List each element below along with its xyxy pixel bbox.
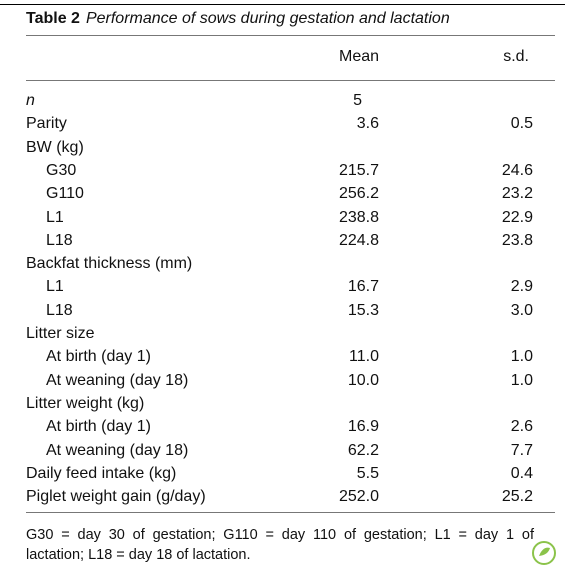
- sd-cell: 7.7: [510, 441, 533, 459]
- row-label: G110: [46, 185, 84, 203]
- sd-cell: 0.5: [510, 115, 533, 133]
- sd-cell: 22.9: [501, 208, 533, 226]
- rule: [26, 80, 555, 81]
- mean-cell: 11.0: [349, 348, 379, 366]
- rule: [26, 512, 555, 513]
- sd-cell: 2.6: [510, 418, 533, 436]
- row-label: Backfat thickness (mm): [26, 255, 193, 273]
- sd-cell: 24.6: [501, 161, 533, 179]
- mean-cell: 256.2: [338, 185, 379, 203]
- row-label: At birth (day 1): [46, 418, 151, 436]
- sd-cell: 0.4: [510, 464, 533, 482]
- row-label: BW (kg): [26, 138, 84, 156]
- row-label: Litter size: [26, 325, 95, 342]
- mean-cell: 238.8: [338, 208, 379, 226]
- row-label: L18: [46, 301, 73, 319]
- row-label: At weaning (day 18): [46, 441, 189, 459]
- mean-cell: 5.5: [356, 464, 379, 482]
- top-rule: [0, 4, 565, 5]
- sd-cell: 1.0: [510, 348, 533, 366]
- row-label: At weaning (day 18): [46, 371, 189, 389]
- table-caption: Performance of sows during gestation and…: [85, 10, 450, 27]
- row-label: G30: [46, 161, 77, 179]
- sd-cell: 1.0: [510, 371, 533, 389]
- rule: [26, 35, 555, 36]
- row-label: Daily feed intake (kg): [26, 464, 177, 482]
- footnote: G30 = day 30 of gestation; G110 = day 11…: [26, 527, 534, 563]
- mean-cell: 10.0: [347, 371, 379, 389]
- column-header: s.d.: [503, 48, 529, 65]
- mean-cell: 62.2: [347, 441, 379, 459]
- mean-cell: 15.3: [347, 301, 379, 319]
- mean-cell: 215.7: [338, 161, 379, 179]
- mean-cell: 3.6: [356, 115, 379, 133]
- sd-cell: 25.2: [501, 488, 533, 506]
- logo: [532, 541, 556, 565]
- mean-cell: 252.0: [338, 488, 379, 506]
- column-header: Mean: [338, 48, 380, 65]
- row-label: L1: [46, 278, 64, 296]
- row-label: L1: [46, 208, 64, 226]
- row-label: n: [26, 92, 35, 109]
- table-title: Table 2 Performance of sows during gestat…: [26, 9, 450, 29]
- mean-cell: 16.9: [347, 418, 379, 436]
- sd-cell: 23.8: [501, 231, 533, 249]
- row-label: At birth (day 1): [46, 348, 151, 366]
- row-label: L18: [46, 231, 73, 249]
- table-label: Table 2: [26, 10, 80, 27]
- mean-cell: 224.8: [338, 231, 379, 249]
- row-label: Litter weight (kg): [26, 394, 145, 412]
- mean-cell: 5: [353, 92, 362, 109]
- row-label: Parity: [26, 115, 67, 133]
- sd-cell: 3.0: [510, 301, 533, 319]
- sd-cell: 23.2: [501, 185, 533, 203]
- mean-cell: 16.7: [347, 278, 379, 296]
- sd-cell: 2.9: [510, 278, 533, 296]
- row-label: Piglet weight gain (g/day): [26, 488, 206, 506]
